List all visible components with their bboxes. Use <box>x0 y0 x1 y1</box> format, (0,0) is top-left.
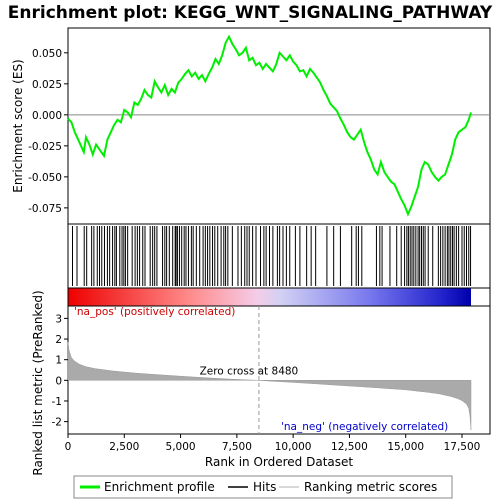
x-tick-label: 5,000 <box>166 441 196 453</box>
hits-frame <box>67 223 491 289</box>
x-tick-label: 10,000 <box>275 441 312 453</box>
legend-hits-label: Hits <box>253 480 276 494</box>
color-gradient-bar <box>68 288 471 306</box>
es-y-tick-label: 0.000 <box>32 110 62 122</box>
x-axis: 0 2,500 5,000 7,500 10,000 12,500 15,000 17,500 <box>65 434 481 453</box>
es-y-tick-label: -0.075 <box>28 203 62 215</box>
x-tick-label: 17,500 <box>444 441 481 453</box>
rank-color-bar <box>67 287 491 307</box>
ranking-y-tick-label: -2 <box>52 417 62 429</box>
es-y-tick-label: -0.050 <box>28 172 62 184</box>
ranking-y-axis: -2 -1 0 1 2 3 <box>52 313 68 429</box>
x-tick-label: 12,500 <box>331 441 368 453</box>
es-plot-frame <box>67 27 491 225</box>
positive-correlation-label: 'na_pos' (positively correlated) <box>74 306 235 318</box>
es-y-tick-label: 0.025 <box>32 79 62 91</box>
legend: Enrichment profile Hits Ranking metric s… <box>73 475 453 499</box>
chart-title: Enrichment plot: KEGG_WNT_SIGNALING_PATH… <box>8 3 493 23</box>
ranking-y-tick-label: -1 <box>52 396 62 408</box>
x-axis-label: Rank in Ordered Dataset <box>205 455 353 469</box>
ranking-y-axis-label: Ranked list metric (PreRanked) <box>31 290 45 475</box>
es-y-axis: -0.075 -0.050 -0.025 0.000 0.025 0.050 <box>28 48 68 215</box>
ranking-panel: -2 -1 0 1 2 3 Zero cross at 8480 'na_pos' (po… <box>31 290 491 476</box>
legend-ranking-label: Ranking metric scores <box>304 480 437 494</box>
legend-box <box>73 475 453 499</box>
legend-enrichment-label: Enrichment profile <box>104 480 215 494</box>
zero-cross-label: Zero cross at 8480 <box>200 365 299 377</box>
x-tick-label: 0 <box>65 441 72 453</box>
hits-panel <box>67 223 491 289</box>
negative-correlation-label: 'na_neg' (negatively correlated) <box>281 421 448 433</box>
x-tick-label: 15,000 <box>387 441 424 453</box>
ranking-y-tick-label: 3 <box>55 313 62 325</box>
es-y-axis-label: Enrichment score (ES) <box>11 59 25 192</box>
es-y-tick-label: -0.025 <box>28 141 62 153</box>
ranking-y-tick-label: 0 <box>55 375 62 387</box>
x-tick-label: 2,500 <box>109 441 139 453</box>
ranking-y-tick-label: 2 <box>55 334 62 346</box>
es-y-tick-label: 0.050 <box>32 48 62 60</box>
ranking-metric-area <box>67 342 472 430</box>
x-tick-label: 7,500 <box>222 441 252 453</box>
hit-marks <box>72 226 472 286</box>
es-panel: -0.075 -0.050 -0.025 0.000 0.025 0.050 Enrich… <box>11 27 491 225</box>
enrichment-profile-line <box>67 34 472 217</box>
ranking-y-tick-label: 1 <box>55 355 62 367</box>
